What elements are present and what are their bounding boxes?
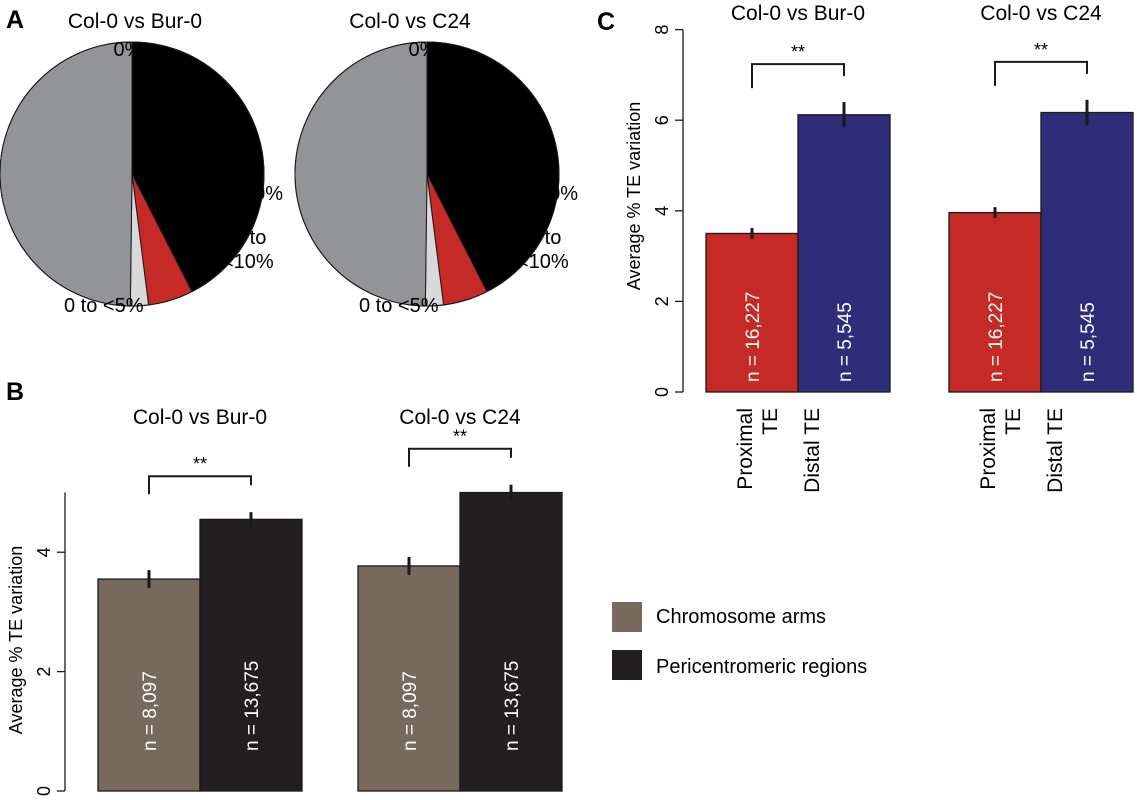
bar-n-label: n = 13,675: [242, 661, 263, 751]
category-label-line: TE: [759, 408, 782, 435]
category-label: Proximal TE: [734, 408, 782, 490]
bar: [357, 565, 461, 792]
panel-b-legend: Chromosome arms Pericentromeric regions: [612, 602, 867, 680]
y-tick-label: 4: [652, 206, 672, 216]
legend-label: Chromosome arms: [656, 606, 826, 628]
panel-letter-a: A: [6, 6, 24, 34]
y-tick-label: 2: [34, 667, 54, 677]
panel-letter-c: C: [597, 8, 615, 36]
significance-bracket: [148, 475, 252, 495]
significance-bracket: [408, 447, 512, 467]
bar: [948, 211, 1042, 393]
pie-slice-label: 0 to <5%: [64, 295, 144, 317]
pie-slice-label: 0%: [409, 39, 438, 61]
pie-slice-label-line: 5≤ to: [517, 227, 561, 249]
bar-n-label: n = 13,675: [502, 661, 523, 751]
pie-slice-label: 5≤ to <10%: [517, 227, 569, 273]
significance-bracket: [994, 60, 1088, 86]
pie-title: Col-0 vs C24: [349, 10, 471, 33]
category-label-line: Proximal: [977, 408, 1000, 490]
bar: [1040, 111, 1134, 393]
category-label: Distal TE: [801, 408, 824, 493]
pie-outline: [0, 41, 265, 307]
pie-slice-label-line: <10%: [222, 251, 274, 273]
group-title: Col-0 vs Bur-0: [133, 406, 267, 429]
category-label: Distal TE: [1044, 408, 1067, 493]
pie-slice-label-line: <10%: [517, 251, 569, 273]
y-tick-label: 2: [652, 296, 672, 306]
bar-group: Col-0 vs Bur-0 n = 16,227 Proximal TE n = 5,…: [705, 2, 891, 493]
category-label-line: Proximal: [734, 408, 757, 490]
bar-group: Col-0 vs Bur-0 n = 8,097 n = 13,675 **: [97, 406, 303, 792]
pie-slice-label: 5≤ to <10%: [222, 227, 274, 273]
pie-chart: Col-0 vs C24 0% ≥10% 5≤ to <10% 0 to <5%: [294, 10, 578, 317]
y-tick-label: 0: [652, 387, 672, 397]
y-axis-label: Average % TE variation: [6, 546, 26, 734]
panel-letter-b: B: [6, 378, 24, 406]
pie-title: Col-0 vs Bur-0: [68, 10, 202, 33]
y-tick-label: 8: [652, 25, 672, 35]
bar: [797, 114, 891, 393]
bar-n-label: n = 5,545: [835, 302, 856, 382]
category-label-line: TE: [1002, 408, 1025, 435]
legend-swatch: [612, 650, 642, 680]
y-axis-label: Average % TE variation: [624, 102, 644, 290]
category-label: Proximal TE: [977, 408, 1025, 490]
bar: [459, 491, 563, 792]
pie-slice-label-line: 5≤ to: [222, 227, 266, 249]
group-title: Col-0 vs Bur-0: [731, 2, 865, 25]
bar-group: Col-0 vs C24 n = 8,097 n = 13,675 **: [357, 406, 563, 792]
panel-c-bar-chart: 0 2 4 6 8 Average % TE variation Col-0 vs Bur-…: [624, 2, 1134, 493]
bar-n-label: n = 16,227: [743, 292, 764, 382]
pie-slice: [0, 41, 133, 307]
pie-slice-label: 0 to <5%: [359, 295, 439, 317]
group-title: Col-0 vs C24: [980, 2, 1102, 25]
legend-label: Pericentromeric regions: [656, 656, 867, 678]
significance-label: **: [791, 42, 805, 62]
pie-slice-label: ≥10%: [527, 183, 578, 205]
y-tick-label: 6: [652, 115, 672, 125]
bar-n-label: n = 16,227: [986, 292, 1007, 382]
pie-outline: [294, 41, 560, 307]
pie-chart: Col-0 vs Bur-0 0% ≥10% 5≤ to <10% 0 to <5%: [0, 10, 283, 317]
significance-bracket: [751, 63, 845, 89]
panel-a-pies: Col-0 vs Bur-00%≥10%5≤ to <10%0 to <5%Col…: [0, 10, 578, 317]
y-tick-label: 4: [34, 547, 54, 557]
bar-n-label: n = 8,097: [140, 671, 161, 751]
panel-b-bar-chart: 0 2 4 Average % TE variation Col-0 vs Bur-0 n…: [6, 406, 563, 796]
pie-slice-label: ≥10%: [232, 183, 283, 205]
bar-n-label: n = 5,545: [1078, 302, 1099, 382]
y-tick-label: 0: [34, 786, 54, 796]
bar: [199, 518, 303, 792]
bar-n-label: n = 8,097: [400, 671, 421, 751]
significance-label: **: [453, 427, 467, 447]
significance-label: **: [193, 454, 207, 474]
significance-label: **: [1034, 40, 1048, 60]
bar: [97, 578, 201, 792]
pie-slice: [294, 41, 428, 307]
pie-slice-label: 0%: [114, 39, 143, 61]
legend-swatch: [612, 602, 642, 632]
bar-group: Col-0 vs C24 n = 16,227 Proximal TE n = 5,54…: [948, 2, 1134, 493]
group-title: Col-0 vs C24: [399, 406, 521, 429]
bar: [705, 232, 799, 393]
